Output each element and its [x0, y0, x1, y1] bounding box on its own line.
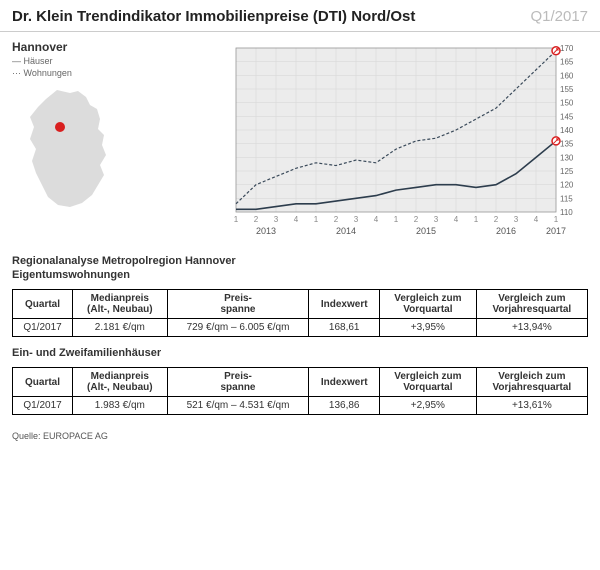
city-name: Hannover — [12, 40, 212, 54]
svg-text:2: 2 — [254, 215, 259, 224]
col-header: Indexwert — [309, 368, 380, 397]
svg-text:110: 110 — [560, 208, 573, 217]
period-label: Q1/2017 — [530, 8, 588, 25]
svg-text:120: 120 — [560, 181, 574, 190]
svg-text:4: 4 — [454, 215, 459, 224]
col-header: Vergleich zumVorjahresquartal — [476, 290, 587, 319]
svg-text:1: 1 — [394, 215, 399, 224]
cell: +13,94% — [476, 319, 587, 337]
svg-text:140: 140 — [560, 126, 574, 135]
svg-text:2017: 2017 — [546, 226, 566, 236]
col-header: Medianpreis(Alt-, Neubau) — [73, 290, 168, 319]
svg-text:130: 130 — [560, 153, 574, 162]
col-header: Preis-spanne — [167, 368, 309, 397]
cell: 521 €/qm – 4.531 €/qm — [167, 397, 309, 415]
svg-text:3: 3 — [354, 215, 359, 224]
col-header: Vergleich zumVorquartal — [380, 290, 477, 319]
svg-text:125: 125 — [560, 167, 574, 176]
svg-text:165: 165 — [560, 58, 574, 67]
table-row: Q1/20172.181 €/qm729 €/qm – 6.005 €/qm16… — [13, 319, 588, 337]
col-header: Medianpreis(Alt-, Neubau) — [73, 368, 168, 397]
source-label: Quelle: EUROPACE AG — [0, 425, 600, 447]
svg-text:2014: 2014 — [336, 226, 356, 236]
svg-text:2: 2 — [494, 215, 499, 224]
cell: +13,61% — [476, 397, 587, 415]
cell: 1.983 €/qm — [73, 397, 168, 415]
legend-apartments: ··· Wohnungen — [12, 68, 212, 80]
city-panel: Hannover — Häuser ··· Wohnungen — [12, 40, 212, 243]
svg-text:4: 4 — [534, 215, 539, 224]
svg-text:1: 1 — [234, 215, 239, 224]
svg-text:1: 1 — [314, 215, 319, 224]
table2-caption: Ein- und Zweifamilienhäuser — [0, 347, 600, 363]
col-header: Indexwert — [309, 290, 380, 319]
svg-text:160: 160 — [560, 71, 574, 80]
col-header: Quartal — [13, 368, 73, 397]
svg-text:3: 3 — [514, 215, 519, 224]
table-apartments: QuartalMedianpreis(Alt-, Neubau)Preis-sp… — [12, 289, 588, 337]
svg-text:3: 3 — [274, 215, 279, 224]
svg-text:3: 3 — [434, 215, 439, 224]
cell: 168,61 — [309, 319, 380, 337]
svg-text:2: 2 — [414, 215, 419, 224]
legend-houses: — Häuser — [12, 56, 212, 68]
svg-text:145: 145 — [560, 112, 574, 121]
svg-text:2013: 2013 — [256, 226, 276, 236]
city-marker — [55, 122, 65, 132]
germany-map — [12, 85, 212, 218]
col-header: Quartal — [13, 290, 73, 319]
table-houses: QuartalMedianpreis(Alt-, Neubau)Preis-sp… — [12, 367, 588, 415]
table1-caption: Eigentumswohnungen — [0, 269, 600, 285]
page-title: Dr. Klein Trendindikator Immobilienpreis… — [12, 8, 415, 25]
cell: Q1/2017 — [13, 397, 73, 415]
svg-text:150: 150 — [560, 99, 574, 108]
svg-text:4: 4 — [294, 215, 299, 224]
svg-text:2015: 2015 — [416, 226, 436, 236]
cell: 136,86 — [309, 397, 380, 415]
cell: Q1/2017 — [13, 319, 73, 337]
top-section: Hannover — Häuser ··· Wohnungen 11011512… — [0, 32, 600, 251]
svg-text:1: 1 — [474, 215, 479, 224]
table-row: Q1/20171.983 €/qm521 €/qm – 4.531 €/qm13… — [13, 397, 588, 415]
cell: +2,95% — [380, 397, 477, 415]
svg-text:2016: 2016 — [496, 226, 516, 236]
svg-text:170: 170 — [560, 44, 574, 53]
svg-text:155: 155 — [560, 85, 574, 94]
region-label: Regionalanalyse Metropolregion Hannover — [0, 251, 600, 269]
svg-text:135: 135 — [560, 140, 574, 149]
svg-text:4: 4 — [374, 215, 379, 224]
svg-text:1: 1 — [554, 215, 559, 224]
svg-text:115: 115 — [560, 194, 573, 203]
header: Dr. Klein Trendindikator Immobilienpreis… — [0, 0, 600, 32]
cell: 2.181 €/qm — [73, 319, 168, 337]
svg-text:2: 2 — [334, 215, 339, 224]
col-header: Vergleich zumVorjahresquartal — [476, 368, 587, 397]
cell: +3,95% — [380, 319, 477, 337]
cell: 729 €/qm – 6.005 €/qm — [167, 319, 309, 337]
map-silhouette — [30, 90, 106, 207]
trend-chart: 110 115 120 125 130 135 140 145 150 155 160 165 170 1… — [224, 40, 588, 243]
col-header: Vergleich zumVorquartal — [380, 368, 477, 397]
col-header: Preis-spanne — [167, 290, 309, 319]
